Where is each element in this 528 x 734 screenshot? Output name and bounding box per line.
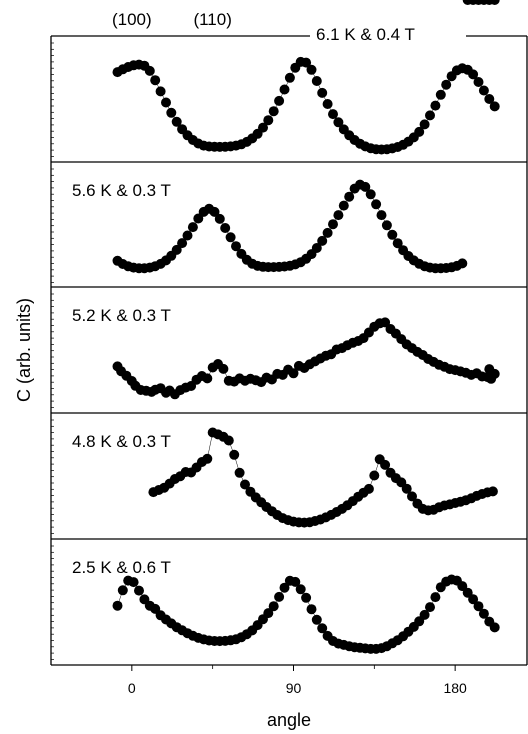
x-tick-label: 90 xyxy=(286,680,302,696)
data-point xyxy=(484,364,494,374)
data-point xyxy=(202,454,212,464)
data-point xyxy=(215,214,225,224)
data-point xyxy=(220,223,230,233)
panel-label: 2.5 K & 0.6 T xyxy=(72,558,171,577)
data-point xyxy=(420,119,430,129)
data-point xyxy=(229,450,239,460)
data-point xyxy=(166,108,176,118)
data-point xyxy=(296,584,306,594)
data-point xyxy=(156,86,166,96)
data-point xyxy=(425,110,435,120)
data-point xyxy=(145,66,155,76)
data-point xyxy=(323,99,333,109)
data-point xyxy=(307,604,317,614)
data-point xyxy=(387,230,397,240)
data-point xyxy=(369,471,379,481)
data-point xyxy=(118,585,128,595)
data-point xyxy=(479,86,489,96)
data-point xyxy=(377,210,387,220)
data-point xyxy=(441,80,451,90)
data-point xyxy=(113,601,123,611)
data-point xyxy=(490,101,500,111)
data-point xyxy=(269,106,279,116)
data-point xyxy=(328,109,338,119)
panel-1: 6.1 K & 0.4 T xyxy=(51,24,500,156)
panel-5: 2.5 K & 0.6 T xyxy=(51,539,527,659)
data-point xyxy=(430,101,440,111)
data-point xyxy=(307,65,317,75)
y-axis-title: C (arb. units) xyxy=(14,298,34,402)
panel-4: 4.8 K & 0.3 T xyxy=(51,413,527,533)
data-point xyxy=(285,73,295,83)
data-point xyxy=(371,199,381,209)
data-point xyxy=(134,586,144,596)
data-point xyxy=(312,76,322,86)
panel-label: 4.8 K & 0.3 T xyxy=(72,432,171,451)
data-point xyxy=(474,77,484,87)
x-tick-label: 180 xyxy=(443,680,467,696)
data-point xyxy=(425,602,435,612)
data-point xyxy=(333,210,343,220)
data-point xyxy=(188,222,198,232)
data-point xyxy=(382,220,392,230)
data-point xyxy=(488,486,498,496)
panel-label: 6.1 K & 0.4 T xyxy=(316,25,415,44)
x-tick-label: 0 xyxy=(128,680,136,696)
top-annotation: (100) xyxy=(112,10,152,29)
panel-label: 5.6 K & 0.3 T xyxy=(72,181,171,200)
data-point xyxy=(430,592,440,602)
data-point xyxy=(301,593,311,603)
series-line xyxy=(118,322,495,394)
data-point xyxy=(280,85,290,95)
data-point xyxy=(364,484,374,494)
data-point xyxy=(339,201,349,211)
x-axis-title: angle xyxy=(267,710,311,730)
data-point xyxy=(323,228,333,238)
data-point xyxy=(274,592,284,602)
data-point xyxy=(263,115,273,125)
panels-layer: 6.1 K & 0.4 T 5.6 K & 0.3 T 5.2 K & 0.3 T 4… xyxy=(51,0,527,659)
top-annotation: (110) xyxy=(193,10,231,29)
data-point xyxy=(312,615,322,625)
panel-3: 5.2 K & 0.3 T xyxy=(51,287,527,407)
data-point xyxy=(457,258,467,268)
data-point xyxy=(490,622,500,632)
data-point xyxy=(274,96,284,106)
data-point xyxy=(161,98,171,108)
data-point xyxy=(269,601,279,611)
data-point xyxy=(183,231,193,241)
data-point xyxy=(366,189,376,199)
data-point xyxy=(235,468,245,478)
data-point xyxy=(317,88,327,98)
data-point xyxy=(202,373,212,383)
data-point xyxy=(150,75,160,85)
panel-label: 5.2 K & 0.3 T xyxy=(72,306,171,325)
data-point xyxy=(436,90,446,100)
data-point xyxy=(226,232,236,242)
data-point xyxy=(129,577,139,587)
data-point xyxy=(328,219,338,229)
data-point xyxy=(218,364,228,374)
data-point xyxy=(224,436,234,446)
